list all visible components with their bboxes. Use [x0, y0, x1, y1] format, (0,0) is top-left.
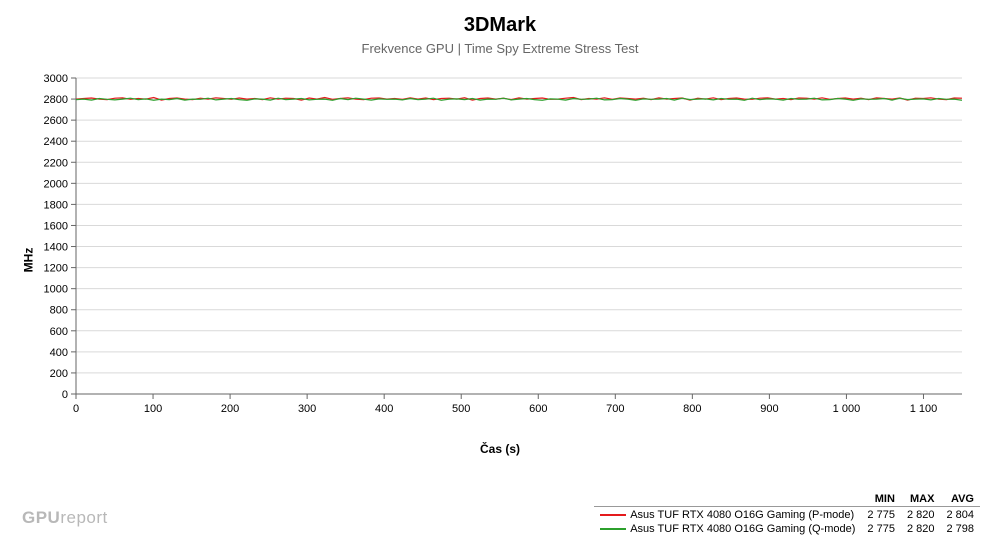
svg-text:0: 0 [62, 389, 68, 401]
legend-stat-max: 2 820 [901, 508, 941, 522]
legend-series-label: Asus TUF RTX 4080 O16G Gaming (Q-mode) [594, 522, 861, 536]
svg-text:1600: 1600 [44, 220, 68, 232]
line-chart-svg: 0200400600800100012001400160018002000220… [30, 70, 970, 430]
svg-text:2200: 2200 [44, 157, 68, 169]
watermark-bold: GPU [22, 508, 60, 527]
svg-text:1000: 1000 [44, 284, 68, 296]
svg-text:1200: 1200 [44, 263, 68, 275]
svg-text:1800: 1800 [44, 199, 68, 211]
svg-text:0: 0 [73, 403, 79, 415]
chart-title: 3DMark [0, 0, 1000, 37]
watermark-light: report [60, 508, 107, 527]
svg-text:800: 800 [50, 305, 68, 317]
x-axis-label: Čas (s) [30, 442, 970, 456]
legend-stat-avg: 2 804 [940, 508, 980, 522]
svg-text:600: 600 [529, 403, 547, 415]
legend-swatch [600, 528, 626, 530]
legend: MINMAXAVGAsus TUF RTX 4080 O16G Gaming (… [594, 492, 980, 536]
svg-text:200: 200 [221, 403, 239, 415]
svg-text:200: 200 [50, 368, 68, 380]
svg-text:2600: 2600 [44, 115, 68, 127]
legend-stat-min: 2 775 [861, 522, 901, 536]
legend-header [594, 492, 861, 507]
chart-area: MHz 020040060080010001200140016001800200… [30, 70, 970, 450]
svg-text:900: 900 [760, 403, 778, 415]
legend-stat-min: 2 775 [861, 508, 901, 522]
legend-stat-avg: 2 798 [940, 522, 980, 536]
legend-stat-max: 2 820 [901, 522, 941, 536]
svg-text:1 100: 1 100 [910, 403, 938, 415]
svg-text:100: 100 [144, 403, 162, 415]
watermark: GPUreport [22, 508, 108, 528]
svg-text:400: 400 [375, 403, 393, 415]
svg-text:2800: 2800 [44, 94, 68, 106]
svg-text:700: 700 [606, 403, 624, 415]
svg-text:2400: 2400 [44, 136, 68, 148]
svg-text:1 000: 1 000 [833, 403, 861, 415]
chart-subtitle: Frekvence GPU | Time Spy Extreme Stress … [0, 41, 1000, 56]
svg-text:400: 400 [50, 347, 68, 359]
legend-row: Asus TUF RTX 4080 O16G Gaming (P-mode)2 … [594, 508, 980, 522]
svg-text:800: 800 [683, 403, 701, 415]
legend-swatch [600, 514, 626, 516]
legend-header: MIN [861, 492, 901, 507]
legend-row: Asus TUF RTX 4080 O16G Gaming (Q-mode)2 … [594, 522, 980, 536]
svg-text:2000: 2000 [44, 178, 68, 190]
svg-text:300: 300 [298, 403, 316, 415]
legend-header: AVG [940, 492, 980, 507]
legend-table: MINMAXAVGAsus TUF RTX 4080 O16G Gaming (… [594, 492, 980, 536]
legend-series-label: Asus TUF RTX 4080 O16G Gaming (P-mode) [594, 508, 861, 522]
svg-text:3000: 3000 [44, 73, 68, 85]
chart-container: 3DMark Frekvence GPU | Time Spy Extreme … [0, 0, 1000, 550]
legend-header: MAX [901, 492, 941, 507]
svg-text:1400: 1400 [44, 242, 68, 254]
svg-text:500: 500 [452, 403, 470, 415]
svg-text:600: 600 [50, 326, 68, 338]
y-axis-label: MHz [21, 248, 35, 273]
